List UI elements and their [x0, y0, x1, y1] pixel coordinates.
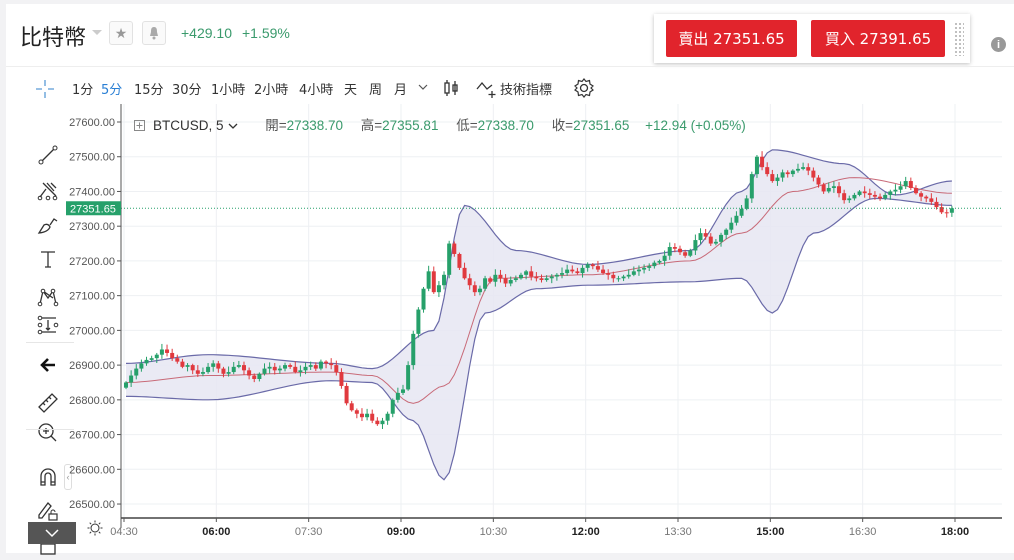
- magnet-tool[interactable]: [26, 462, 70, 492]
- svg-text:26800.00: 26800.00: [69, 395, 115, 407]
- trade-panel: 賣出 27351.65 買入 27391.65: [654, 14, 970, 63]
- timeframe-8[interactable]: 天: [344, 83, 358, 98]
- chart-widget: 比特幣 ★ +429.10 +1.59% 賣出 27351.65 買入 2739…: [6, 4, 1014, 555]
- info-icon[interactable]: i: [991, 37, 1006, 52]
- candlestick-icon[interactable]: [442, 78, 460, 98]
- svg-text:27400.00: 27400.00: [69, 186, 115, 198]
- timeframe-1[interactable]: 1分: [72, 83, 94, 98]
- open-value: 27338.70: [286, 118, 343, 133]
- close-label: 收=: [551, 118, 574, 133]
- lock-drawing-icon: [38, 502, 58, 521]
- measure-projection-tool[interactable]: [26, 310, 70, 340]
- drag-handle[interactable]: [954, 22, 964, 56]
- timeframe-7[interactable]: 4小時: [299, 83, 334, 98]
- arrow-left-tool[interactable]: [26, 350, 70, 380]
- ruler-icon: [38, 393, 58, 413]
- arrow-left-icon: [40, 358, 55, 372]
- indicators-icon[interactable]: [476, 79, 498, 99]
- gear-icon[interactable]: [573, 77, 595, 99]
- change-absolute: +429.10: [181, 25, 232, 41]
- svg-text:04:30: 04:30: [110, 526, 138, 538]
- text-icon: [41, 251, 55, 268]
- svg-text:27500.00: 27500.00: [69, 152, 115, 164]
- zoom-in-tool[interactable]: [26, 418, 70, 448]
- svg-text:12:00: 12:00: [572, 526, 600, 538]
- pitchfork-tool[interactable]: [26, 176, 70, 206]
- ruler-tool[interactable]: [26, 388, 70, 418]
- svg-text:27300.00: 27300.00: [69, 221, 115, 233]
- scroll-tools-button[interactable]: [28, 522, 76, 544]
- title-dropdown-icon[interactable]: [92, 30, 102, 35]
- timeframe-9[interactable]: 周: [369, 83, 383, 98]
- chevron-down-icon[interactable]: [228, 122, 238, 130]
- timeframe-2[interactable]: 5分: [101, 83, 123, 98]
- text-tool[interactable]: [26, 244, 70, 274]
- crosshair-icon[interactable]: [34, 78, 56, 100]
- buy-button[interactable]: 買入 27391.65: [811, 20, 945, 57]
- timeframe-10[interactable]: 月: [394, 83, 408, 98]
- svg-text:16:30: 16:30: [849, 526, 877, 538]
- high-label: 高=: [360, 118, 383, 133]
- divider: [6, 66, 1014, 67]
- instrument-title: 比特幣: [20, 26, 87, 51]
- pattern-icon: [37, 288, 59, 307]
- svg-text:18:00: 18:00: [941, 526, 969, 538]
- svg-text:26600.00: 26600.00: [69, 464, 115, 476]
- high-value: 27355.81: [382, 118, 439, 133]
- header: 比特幣 ★ +429.10 +1.59% 賣出 27351.65 買入 2739…: [6, 4, 1014, 68]
- timeframe-6[interactable]: 2小時: [254, 83, 289, 98]
- magnet-icon: [40, 468, 56, 486]
- change-percent: +1.59%: [242, 25, 290, 41]
- low-value: 27338.70: [477, 118, 534, 133]
- timeframe-4[interactable]: 30分: [172, 83, 202, 98]
- pitchfork-icon: [37, 182, 58, 201]
- sell-button[interactable]: 賣出 27351.65: [666, 20, 797, 57]
- zoom-in-icon: [38, 423, 57, 442]
- svg-text:10:30: 10:30: [480, 526, 508, 538]
- pattern-tool[interactable]: [26, 282, 70, 312]
- svg-text:27600.00: 27600.00: [69, 117, 115, 129]
- favorite-button[interactable]: ★: [109, 21, 133, 45]
- alert-button[interactable]: [142, 21, 166, 45]
- svg-text:26700.00: 26700.00: [69, 430, 115, 442]
- svg-text:15:00: 15:00: [756, 526, 784, 538]
- close-value: 27351.65: [573, 118, 630, 133]
- svg-text:27351.65: 27351.65: [70, 203, 116, 215]
- measure-projection-icon: [37, 315, 59, 335]
- svg-text:07:30: 07:30: [295, 526, 323, 538]
- chevron-down-icon[interactable]: [418, 83, 428, 91]
- svg-text:13:30: 13:30: [664, 526, 692, 538]
- axis-settings-icon[interactable]: [87, 520, 103, 536]
- indicators-button[interactable]: 技術指標: [500, 83, 553, 98]
- ohlc-legend: BTCUSD, 5 開=27338.70 高=27355.81 低=27338.…: [134, 114, 746, 134]
- svg-text:27000.00: 27000.00: [69, 325, 115, 337]
- trend-line-tool[interactable]: [26, 140, 70, 170]
- timeframe-5[interactable]: 1小時: [211, 83, 246, 98]
- change-value: +12.94 (+0.05%): [645, 118, 746, 133]
- symbol-label[interactable]: BTCUSD, 5: [153, 118, 224, 133]
- svg-text:09:00: 09:00: [387, 526, 415, 538]
- svg-text:06:00: 06:00: [202, 526, 230, 538]
- bell-icon: [150, 27, 158, 40]
- chevron-down-icon: [45, 529, 59, 538]
- chart-toolbar: 1分 5分 15分 30分 1小時 2小時 4小時天周月 技術指標: [6, 70, 1014, 104]
- timeframe-3[interactable]: 15分: [134, 83, 164, 98]
- trend-line-icon: [38, 145, 58, 165]
- divider: [26, 342, 74, 343]
- low-label: 低=: [456, 118, 478, 133]
- brush-tool[interactable]: [26, 210, 70, 240]
- svg-text:26900.00: 26900.00: [69, 360, 115, 372]
- divider: [26, 429, 74, 430]
- svg-text:27100.00: 27100.00: [69, 291, 115, 303]
- svg-text:26500.00: 26500.00: [69, 499, 115, 511]
- collapse-toolbar-button[interactable]: ‹: [64, 464, 72, 490]
- open-label: 開=: [265, 118, 287, 133]
- brush-icon: [37, 218, 58, 234]
- svg-text:27200.00: 27200.00: [69, 256, 115, 268]
- expand-icon[interactable]: [134, 120, 145, 131]
- lock-drawing-tool[interactable]: [26, 496, 70, 526]
- star-icon: ★: [114, 24, 128, 41]
- drawing-toolbar: [26, 74, 74, 555]
